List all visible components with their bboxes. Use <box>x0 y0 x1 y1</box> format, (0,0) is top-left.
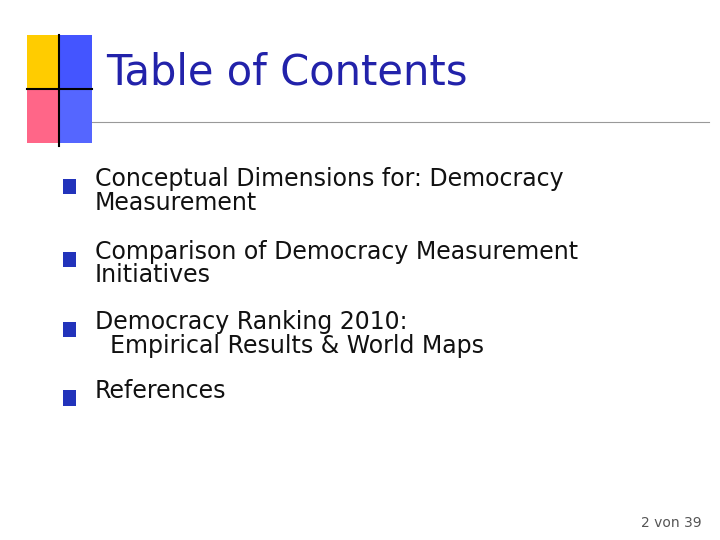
Bar <box>63 179 76 194</box>
Bar <box>63 252 76 267</box>
Bar <box>27 35 62 89</box>
Text: Table of Contents: Table of Contents <box>107 52 468 94</box>
Bar <box>58 35 92 89</box>
Text: References: References <box>95 379 227 403</box>
Text: Democracy Ranking 2010:: Democracy Ranking 2010: <box>95 310 408 334</box>
Text: Measurement: Measurement <box>95 191 257 214</box>
Bar <box>63 390 76 406</box>
Text: Initiatives: Initiatives <box>95 264 211 287</box>
Bar <box>63 322 76 337</box>
Bar <box>58 89 92 143</box>
Text: Comparison of Democracy Measurement: Comparison of Democracy Measurement <box>95 240 578 264</box>
Text: 2 von 39: 2 von 39 <box>642 516 702 530</box>
Text: Empirical Results & World Maps: Empirical Results & World Maps <box>95 334 484 357</box>
Text: Conceptual Dimensions for: Democracy: Conceptual Dimensions for: Democracy <box>95 167 564 191</box>
Bar <box>27 89 62 143</box>
